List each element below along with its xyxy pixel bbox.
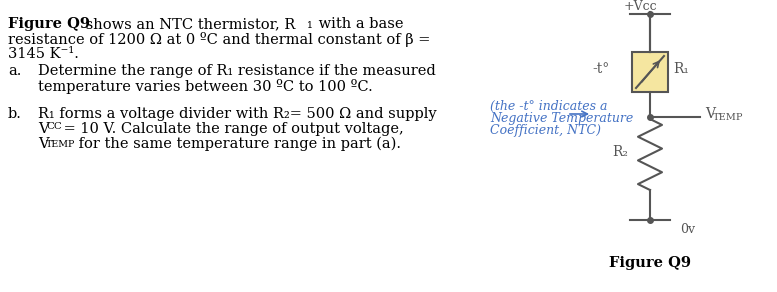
- Text: R₂: R₂: [612, 145, 628, 159]
- Text: -t°: -t°: [593, 62, 610, 76]
- Text: 3145 K⁻¹.: 3145 K⁻¹.: [8, 47, 79, 61]
- Text: Figure Q9: Figure Q9: [609, 256, 691, 270]
- Text: Determine the range of R₁ resistance if the measured: Determine the range of R₁ resistance if …: [38, 64, 436, 78]
- Text: a.: a.: [8, 64, 22, 78]
- Text: resistance of 1200 Ω at 0 ºC and thermal constant of β =: resistance of 1200 Ω at 0 ºC and thermal…: [8, 32, 430, 47]
- Text: 0v: 0v: [680, 223, 695, 236]
- Text: Coefficient, NTC): Coefficient, NTC): [490, 124, 601, 137]
- Text: V: V: [38, 137, 49, 151]
- Text: ₁: ₁: [307, 17, 313, 31]
- Text: R₁ forms a voltage divider with R₂= 500 Ω and supply: R₁ forms a voltage divider with R₂= 500 …: [38, 107, 437, 121]
- Text: TEMP: TEMP: [46, 140, 75, 149]
- Text: b.: b.: [8, 107, 22, 121]
- Text: R₁: R₁: [673, 62, 689, 76]
- Text: with a base: with a base: [314, 17, 403, 31]
- Text: V: V: [38, 122, 49, 136]
- Text: TEMP: TEMP: [713, 114, 744, 123]
- Bar: [632, 52, 668, 92]
- Text: shows an NTC thermistor, R: shows an NTC thermistor, R: [81, 17, 295, 31]
- Text: Negative Temperature: Negative Temperature: [490, 112, 633, 125]
- Text: Figure Q9: Figure Q9: [8, 17, 90, 31]
- Text: temperature varies between 30 ºC to 100 ºC.: temperature varies between 30 ºC to 100 …: [38, 79, 373, 94]
- Text: V: V: [705, 107, 715, 121]
- Text: CC: CC: [46, 122, 61, 131]
- Text: = 10 V. Calculate the range of output voltage,: = 10 V. Calculate the range of output vo…: [59, 122, 404, 136]
- Text: (the -t° indicates a: (the -t° indicates a: [490, 100, 608, 113]
- Text: for the same temperature range in part (a).: for the same temperature range in part (…: [74, 137, 401, 151]
- Text: +Vcc: +Vcc: [623, 0, 657, 13]
